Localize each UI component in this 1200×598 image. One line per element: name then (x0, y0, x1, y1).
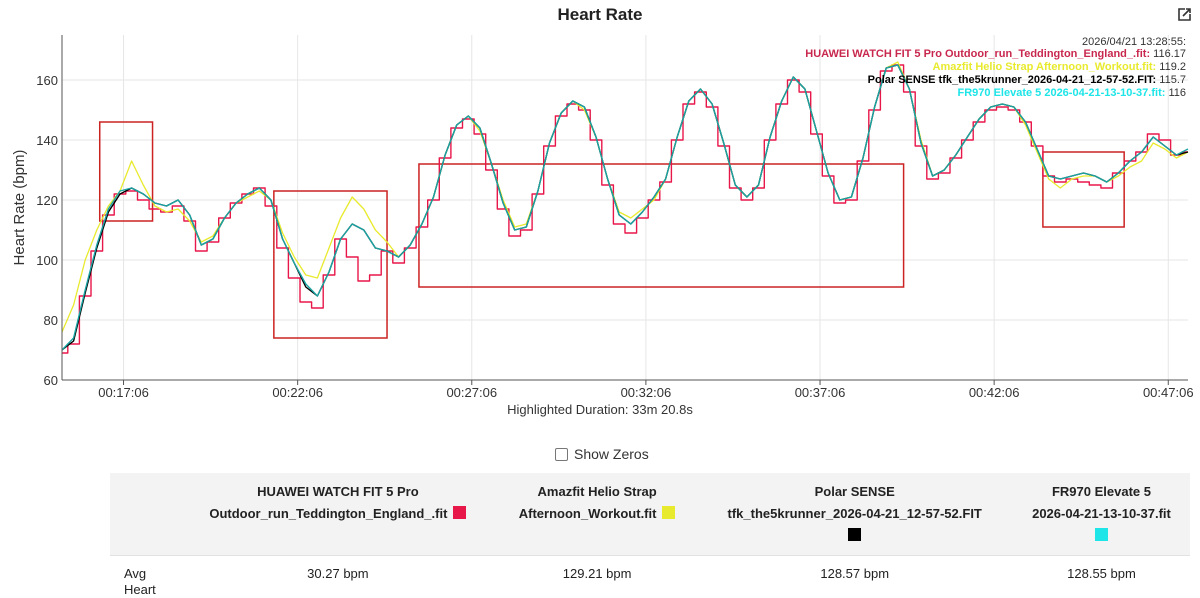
device-name: HUAWEI WATCH FIT 5 Pro (257, 484, 419, 499)
y-axis-label: Heart Rate (bpm) (11, 150, 28, 266)
stat-value: 30.27 bpm (178, 556, 498, 598)
series-color-swatch (848, 528, 861, 541)
device-name: Amazfit Helio Strap (538, 484, 657, 499)
heart-rate-chart[interactable]: 60 80 100 120 140 160 00:17:06 00:22:06 00:27:06… (0, 0, 1200, 420)
device-file: Outdoor_run_Teddington_England_.fit (209, 506, 447, 521)
x-tick-label: 00:37:06 (795, 385, 846, 400)
tooltip-series-value: 115.7 (1159, 74, 1186, 86)
show-zeros-label: Show Zeros (574, 446, 649, 462)
x-tick-label: 00:27:06 (446, 385, 497, 400)
series-lines (62, 62, 1188, 353)
x-tick-label: 00:17:06 (98, 385, 149, 400)
highlight-box (274, 191, 387, 338)
y-tick-label: 80 (44, 313, 58, 328)
x-tick-label: 00:47:06 (1143, 385, 1194, 400)
stat-value: 128.57 bpm (696, 556, 1013, 598)
tooltip-series-name: HUAWEI WATCH FIT 5 Pro Outdoor_run_Teddi… (805, 48, 1153, 60)
x-tick-label: 00:32:06 (621, 385, 672, 400)
highlight-box (1043, 152, 1124, 227)
tooltip-series-value: 119.2 (1159, 61, 1186, 73)
tooltip-series-name: FR970 Elevate 5 2026-04-21-13-10-37.fit: (958, 87, 1169, 99)
tooltip-series-name: Polar SENSE tfk_the5krunner_2026-04-21_1… (868, 74, 1160, 86)
y-tick-label: 60 (44, 373, 58, 388)
device-name: FR970 Elevate 5 (1052, 484, 1151, 499)
tooltip-entry: Amazfit Helio Strap Afternoon_Workout.fi… (933, 61, 1186, 73)
stats-header-blank (110, 473, 178, 556)
y-tick-label: 160 (36, 73, 58, 88)
x-tick-label: 00:42:06 (969, 385, 1020, 400)
series-line-1 (62, 62, 1188, 332)
stats-header-device: Polar SENSE tfk_the5krunner_2026-04-21_1… (696, 473, 1013, 556)
show-zeros-checkbox[interactable]: Show Zeros (555, 446, 649, 462)
x-tick-label: 00:22:06 (272, 385, 323, 400)
stats-header-device: Amazfit Helio Strap Afternoon_Workout.fi… (498, 473, 697, 556)
device-name: Polar SENSE (815, 484, 895, 499)
checkbox-box[interactable] (555, 448, 568, 461)
series-color-swatch (453, 506, 466, 519)
tooltip-entry: FR970 Elevate 5 2026-04-21-13-10-37.fit:… (958, 87, 1187, 99)
y-tick-label: 120 (36, 193, 58, 208)
stats-header-row: HUAWEI WATCH FIT 5 Pro Outdoor_run_Teddi… (110, 473, 1190, 556)
y-tick-label: 100 (36, 253, 58, 268)
row-label: Avg Heart (110, 556, 178, 598)
stat-value: 129.21 bpm (498, 556, 697, 598)
stats-table: HUAWEI WATCH FIT 5 Pro Outdoor_run_Teddi… (110, 473, 1190, 598)
stats-header-device: FR970 Elevate 5 2026-04-21-13-10-37.fit (1013, 473, 1190, 556)
device-file: Afternoon_Workout.fit (519, 506, 657, 521)
highlight-boxes (100, 122, 1124, 338)
tooltip-series-value: 116.17 (1153, 48, 1186, 60)
y-tick-label: 140 (36, 133, 58, 148)
tooltip-entry: Polar SENSE tfk_the5krunner_2026-04-21_1… (868, 74, 1186, 86)
stats-row-avg: Avg Heart 30.27 bpm 129.21 bpm 128.57 bp… (110, 556, 1190, 598)
series-color-swatch (1095, 528, 1108, 541)
tooltip-series-name: Amazfit Helio Strap Afternoon_Workout.fi… (933, 61, 1160, 73)
tooltip-entry: HUAWEI WATCH FIT 5 Pro Outdoor_run_Teddi… (805, 48, 1186, 60)
highlighted-duration: Highlighted Duration: 33m 20.8s (0, 402, 1200, 417)
stats-header-device: HUAWEI WATCH FIT 5 Pro Outdoor_run_Teddi… (178, 473, 498, 556)
device-file: tfk_the5krunner_2026-04-21_12-57-52.FIT (728, 506, 982, 521)
device-file: 2026-04-21-13-10-37.fit (1032, 506, 1171, 521)
tooltip: 2026/04/21 13:28:55:HUAWEI WATCH FIT 5 P… (805, 36, 1186, 99)
tooltip-series-value: 116 (1168, 87, 1186, 99)
series-color-swatch (662, 506, 675, 519)
stat-value: 128.55 bpm (1013, 556, 1190, 598)
tooltip-timestamp: 2026/04/21 13:28:55: (1082, 36, 1186, 48)
